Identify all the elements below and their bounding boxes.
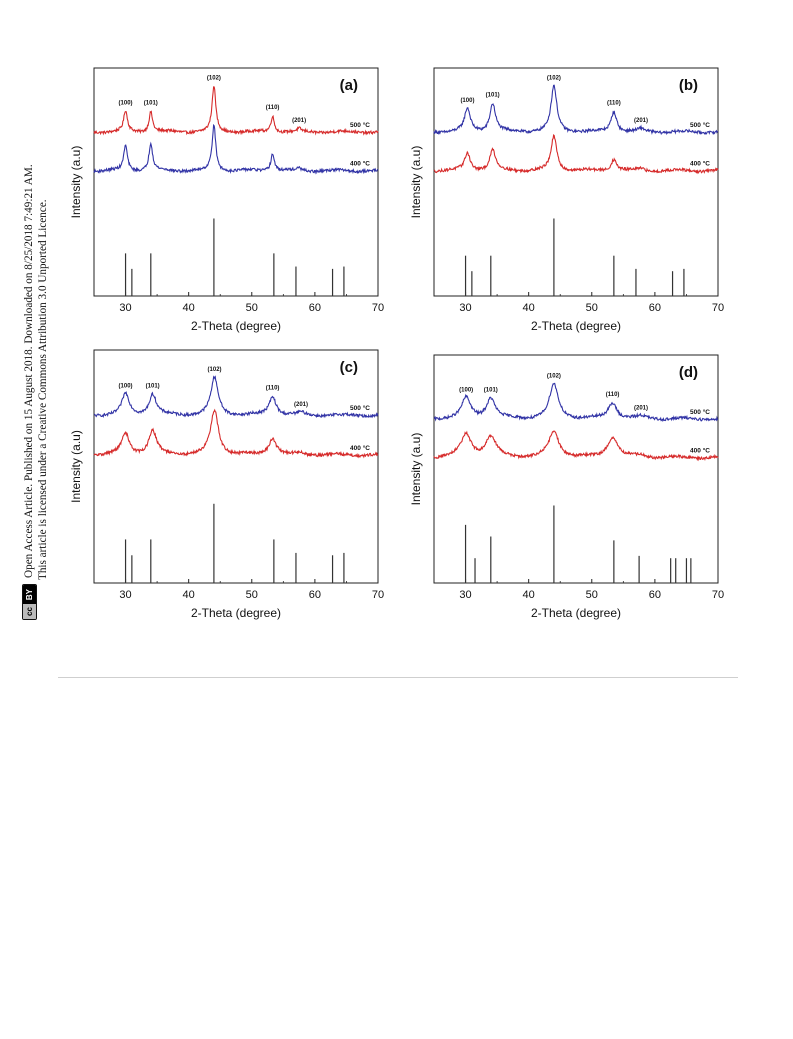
series-label: 400 °C [690,447,710,455]
peak-label: (110) [266,386,280,392]
x-tick-label: 70 [712,589,724,601]
peak-label: (102) [547,75,561,81]
peak-label: (201) [634,118,648,124]
peak-label: (100) [119,100,133,106]
plot-frame [93,67,379,297]
y-axis-label: Intensity (a.u) [409,146,423,219]
peak-label: (100) [460,98,474,104]
cc-badge-text: cc [23,604,36,619]
series-trace [433,84,719,136]
x-tick-label: 30 [119,589,131,601]
chart-panel-c: (c) 30 40 50 60 70 2-Theta (degree) Intensity (… [58,340,398,635]
series-label: 500 °C [690,121,710,129]
peak-label: (100) [119,383,133,389]
x-tick-label: 40 [183,302,195,314]
x-tick-label: 60 [309,302,321,314]
peak-label: (201) [294,402,308,408]
xrd-chart-svg: (c) 30 40 50 60 70 2-Theta (degree) Intensity (… [69,349,384,620]
panel-label: (d) [679,364,698,381]
x-axis-label: 2-Theta (degree) [191,606,281,620]
xrd-chart-svg: (d) 30 40 50 60 70 2-Theta (degree) Intensity (… [409,354,724,620]
x-tick-label: 60 [309,589,321,601]
x-axis-label: 2-Theta (degree) [531,319,621,333]
x-tick-label: 60 [649,589,661,601]
peak-label: (102) [207,75,221,81]
series-label: 400 °C [350,444,370,452]
series-trace [93,123,379,175]
panel-label: (c) [340,359,358,376]
x-tick-label: 40 [523,589,535,601]
panel-label: (a) [340,77,358,94]
plot-frame [433,354,719,584]
license-text: This article is licensed under a Creativ… [37,199,49,580]
plot-frame [93,349,379,584]
x-tick-label: 30 [459,302,471,314]
peak-label: (101) [484,387,498,393]
page-divider [58,677,738,678]
peak-label: (201) [634,406,648,412]
peak-label: (102) [547,374,561,380]
series-label: 400 °C [690,160,710,168]
peak-label: (110) [606,392,620,398]
y-axis-label: Intensity (a.u) [69,146,83,219]
series-trace [433,382,719,423]
series-trace [433,430,719,462]
license-note: cc BY Open Access Article. Published on … [22,164,50,620]
series-label: 400 °C [350,160,370,168]
x-tick-label: 30 [459,589,471,601]
y-axis-label: Intensity (a.u) [409,433,423,506]
series-trace [93,86,379,136]
cc-by-badge-icon[interactable]: cc BY [22,583,37,620]
x-tick-label: 50 [586,589,598,601]
series-label: 500 °C [350,404,370,412]
x-tick-label: 30 [119,302,131,314]
plot-frame [433,67,719,297]
license-line-2: This article is licensed under a Creativ… [37,164,50,620]
y-axis-label: Intensity (a.u) [69,430,83,503]
x-tick-label: 50 [586,302,598,314]
x-axis-label: 2-Theta (degree) [531,606,621,620]
chart-panel-d: (d) 30 40 50 60 70 2-Theta (degree) Intensity (… [398,345,738,635]
published-note: Open Access Article. Published on 15 Aug… [23,164,35,578]
chart-panel-b: (b) 30 40 50 60 70 2-Theta (degree) Intensity (… [398,58,738,348]
series-trace [93,408,379,459]
x-tick-label: 70 [372,302,384,314]
series-label: 500 °C [690,408,710,416]
xrd-chart-svg: (a) 30 40 50 60 70 2-Theta (degree) Intensity (… [69,67,384,333]
x-tick-label: 70 [712,302,724,314]
chart-panel-a: (a) 30 40 50 60 70 2-Theta (degree) Intensity (… [58,58,398,348]
series-trace [94,375,379,419]
peak-label: (100) [459,387,473,393]
license-line-1: cc BY Open Access Article. Published on … [22,164,37,620]
peak-label: (201) [292,118,306,124]
xrd-chart-svg: (b) 30 40 50 60 70 2-Theta (degree) Intensity (… [409,67,724,333]
peak-label: (101) [486,93,500,99]
peak-label: (101) [146,383,160,389]
peak-label: (110) [607,100,621,106]
x-tick-label: 60 [649,302,661,314]
x-tick-label: 50 [246,302,258,314]
series-trace [433,133,719,175]
peak-label: (102) [208,367,222,373]
panel-label: (b) [679,77,698,94]
series-label: 500 °C [350,121,370,129]
x-tick-label: 70 [372,589,384,601]
peak-label: (101) [144,100,158,106]
x-tick-label: 40 [183,589,195,601]
by-badge-text: BY [23,584,36,605]
x-axis-label: 2-Theta (degree) [191,319,281,333]
peak-label: (110) [266,105,280,111]
x-tick-label: 50 [246,589,258,601]
x-tick-label: 40 [523,302,535,314]
